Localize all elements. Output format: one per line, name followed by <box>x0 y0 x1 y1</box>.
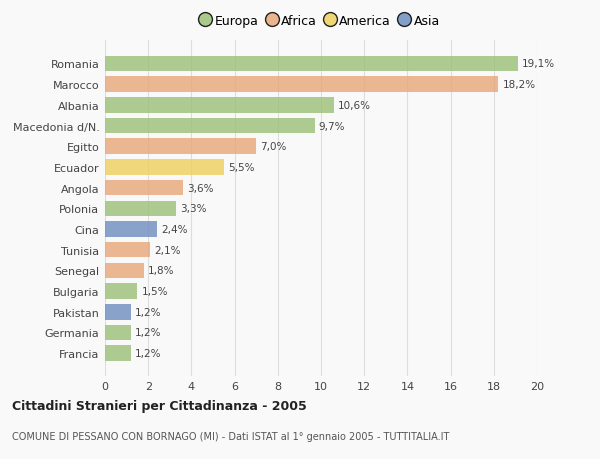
Bar <box>105 77 498 93</box>
Text: 5,5%: 5,5% <box>228 162 254 173</box>
Bar <box>105 139 256 155</box>
Bar <box>105 242 151 258</box>
Bar <box>105 284 137 299</box>
Bar <box>105 222 157 237</box>
Bar <box>105 160 224 175</box>
Text: 1,5%: 1,5% <box>142 286 168 297</box>
Bar <box>105 56 518 72</box>
Text: 7,0%: 7,0% <box>260 142 287 152</box>
Text: 10,6%: 10,6% <box>338 101 371 111</box>
Text: 19,1%: 19,1% <box>522 59 555 69</box>
Text: 9,7%: 9,7% <box>319 121 346 131</box>
Text: 3,3%: 3,3% <box>181 204 207 214</box>
Text: 3,6%: 3,6% <box>187 183 214 193</box>
Text: 1,2%: 1,2% <box>135 307 162 317</box>
Text: 1,2%: 1,2% <box>135 348 162 358</box>
Bar <box>105 325 131 341</box>
Text: COMUNE DI PESSANO CON BORNAGO (MI) - Dati ISTAT al 1° gennaio 2005 - TUTTITALIA.: COMUNE DI PESSANO CON BORNAGO (MI) - Dat… <box>12 431 449 442</box>
Bar <box>105 346 131 361</box>
Bar <box>105 304 131 320</box>
Text: 2,4%: 2,4% <box>161 224 188 235</box>
Text: 2,1%: 2,1% <box>155 245 181 255</box>
Text: Cittadini Stranieri per Cittadinanza - 2005: Cittadini Stranieri per Cittadinanza - 2… <box>12 399 307 412</box>
Bar <box>105 98 334 113</box>
Text: 1,2%: 1,2% <box>135 328 162 338</box>
Text: 18,2%: 18,2% <box>502 80 536 90</box>
Bar <box>105 118 314 134</box>
Legend: Europa, Africa, America, Asia: Europa, Africa, America, Asia <box>202 16 440 28</box>
Bar <box>105 180 183 196</box>
Text: 1,8%: 1,8% <box>148 266 175 276</box>
Bar <box>105 263 144 279</box>
Bar <box>105 201 176 217</box>
